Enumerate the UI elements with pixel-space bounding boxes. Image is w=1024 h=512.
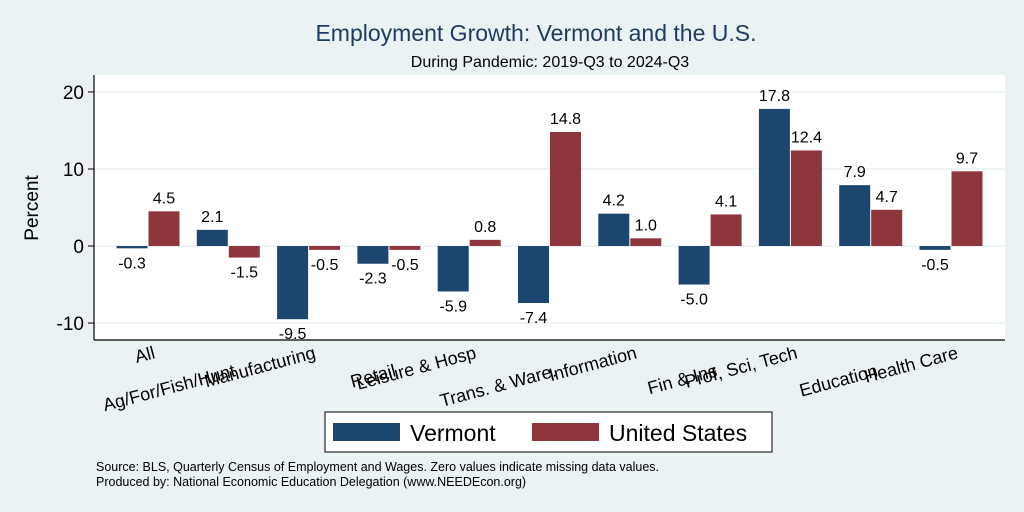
producer-note: Produced by: National Economic Education… <box>96 475 526 489</box>
category-label-trans-ware: Trans. & Ware. <box>438 361 559 411</box>
data-label-united-states-manufacturing: -0.5 <box>311 257 339 274</box>
data-label-vermont-all: -0.3 <box>118 255 146 272</box>
y-tick-label: 0 <box>73 237 84 258</box>
bar-united-states-prof-sci-tech <box>790 150 822 247</box>
bar-vermont-retail <box>357 246 389 264</box>
y-tick-label: -10 <box>57 314 84 335</box>
bar-united-states-ag-for-fish-hunt <box>228 246 260 258</box>
y-tick-label: 10 <box>63 160 84 181</box>
y-tick-label: 20 <box>63 83 84 104</box>
bar-vermont-trans-ware <box>518 246 549 304</box>
data-label-united-states-retail: -0.5 <box>391 257 419 274</box>
bar-vermont-leisure-hosp <box>437 246 469 292</box>
y-axis-label: Percent <box>22 175 43 241</box>
bar-united-states-manufacturing <box>309 246 341 250</box>
bar-united-states-health-care <box>951 171 983 247</box>
data-label-vermont-education: 7.9 <box>844 164 866 181</box>
bar-vermont-manufacturing <box>277 246 309 320</box>
data-label-united-states-leisure-hosp: 0.8 <box>474 219 496 236</box>
bar-vermont-education <box>839 185 871 247</box>
bar-united-states-retail <box>389 246 421 250</box>
bar-united-states-education <box>871 209 903 247</box>
category-label-prof-sci-tech: Prof, Sci, Tech <box>682 343 799 392</box>
legend-label-vermont: Vermont <box>410 420 496 446</box>
data-label-vermont-information: 4.2 <box>603 193 625 210</box>
bar-united-states-leisure-hosp <box>469 239 501 247</box>
data-label-vermont-fin-ins: -5.0 <box>680 292 708 309</box>
data-label-vermont-ag-for-fish-hunt: 2.1 <box>201 209 223 226</box>
bar-vermont-all <box>116 246 148 249</box>
legend-swatch-united-states <box>532 423 599 441</box>
category-label-health-care: Health Care <box>862 343 960 387</box>
data-label-united-states-health-care: 9.7 <box>956 150 978 167</box>
bar-vermont-fin-ins <box>678 246 710 285</box>
category-label-information: Information <box>547 343 639 386</box>
data-label-vermont-trans-ware: -7.4 <box>520 310 548 327</box>
bars <box>116 108 983 320</box>
bar-vermont-prof-sci-tech <box>758 108 790 247</box>
data-label-vermont-health-care: -0.5 <box>921 257 949 274</box>
data-label-united-states-prof-sci-tech: 12.4 <box>791 129 822 146</box>
legend-swatch-vermont <box>333 423 400 441</box>
category-label-manufacturing: Manufacturing <box>202 343 317 392</box>
bar-united-states-information <box>630 238 662 247</box>
bar-vermont-ag-for-fish-hunt <box>196 229 228 247</box>
chart-subtitle: During Pandemic: 2019-Q3 to 2024-Q3 <box>411 54 689 71</box>
data-label-united-states-information: 1.0 <box>635 217 657 234</box>
data-label-vermont-manufacturing: -9.5 <box>279 326 307 343</box>
data-label-united-states-all: 4.5 <box>153 190 175 207</box>
legend: Vermont United States <box>324 411 773 453</box>
bar-united-states-trans-ware <box>550 132 581 247</box>
y-ticks: -10 0 10 20 <box>57 83 94 335</box>
data-label-vermont-prof-sci-tech: 17.8 <box>759 88 790 105</box>
data-label-united-states-trans-ware: 14.8 <box>550 111 581 128</box>
source-note: Source: BLS, Quarterly Census of Employm… <box>96 460 659 474</box>
data-label-united-states-ag-for-fish-hunt: -1.5 <box>231 265 259 282</box>
data-label-united-states-education: 4.7 <box>876 189 898 206</box>
data-label-vermont-retail: -2.3 <box>359 271 387 288</box>
chart-title: Employment Growth: Vermont and the U.S. <box>315 20 756 46</box>
legend-label-united-states: United States <box>609 420 747 446</box>
bar-vermont-information <box>598 213 630 247</box>
bar-vermont-health-care <box>919 246 951 250</box>
category-label-all: All <box>133 343 158 367</box>
data-label-vermont-leisure-hosp: -5.9 <box>439 298 467 315</box>
bar-united-states-fin-ins <box>710 214 742 247</box>
bar-united-states-all <box>148 211 180 247</box>
data-label-united-states-fin-ins: 4.1 <box>715 193 737 210</box>
data-labels: -0.34.52.1-1.5-9.5-0.5-2.3-0.5-5.90.8-7.… <box>118 88 978 343</box>
